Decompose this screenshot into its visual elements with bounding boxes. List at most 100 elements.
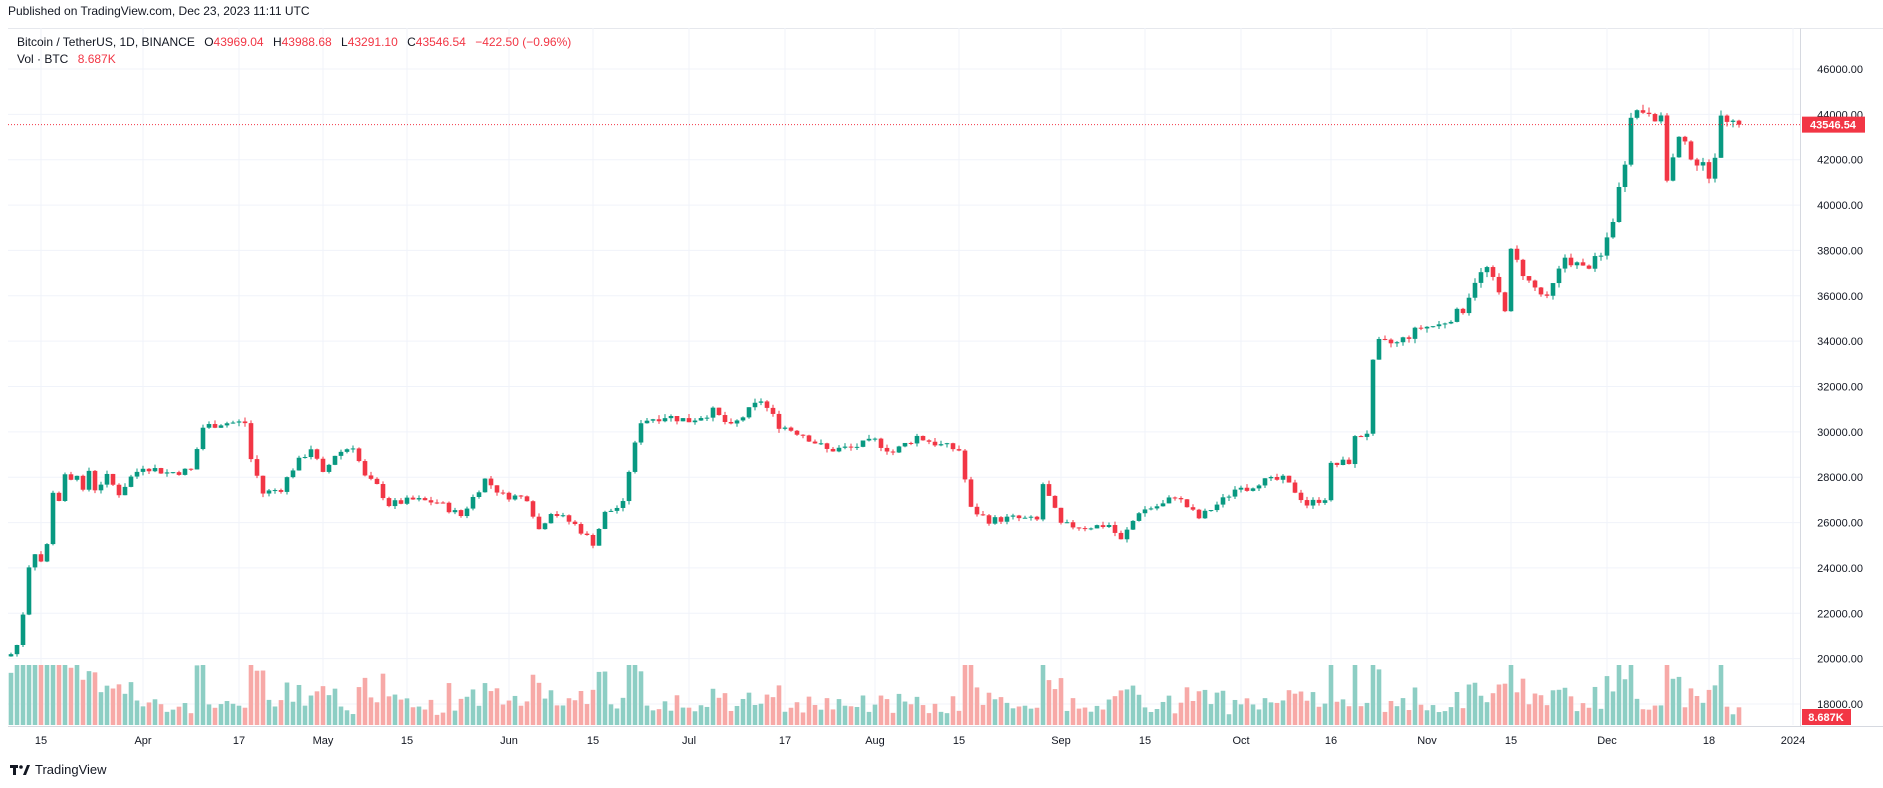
candle-body — [458, 510, 464, 517]
volume-bar — [1328, 665, 1334, 725]
candle-body — [206, 424, 212, 428]
candle-body — [44, 544, 50, 562]
symbol-title[interactable]: Bitcoin / TetherUS, 1D, BINANCE — [17, 35, 195, 49]
volume-bar — [938, 711, 944, 725]
price-axis[interactable] — [1800, 28, 1883, 727]
candle-body — [1622, 164, 1628, 188]
candle-body — [344, 449, 350, 452]
candle-body — [632, 442, 638, 472]
volume-bar — [164, 711, 170, 725]
candle-body — [806, 435, 812, 442]
volume-bar — [206, 704, 212, 725]
volume-bar — [956, 710, 962, 725]
volume-bar — [1424, 710, 1430, 725]
volume-bar — [470, 689, 476, 725]
candle-body — [1574, 262, 1580, 266]
candle-body — [896, 446, 902, 453]
candle-body — [338, 451, 344, 456]
volume-bar — [218, 704, 224, 725]
volume-bar — [896, 693, 902, 725]
candle-body — [1238, 487, 1244, 490]
volume-bar — [1244, 698, 1250, 725]
volume-bar — [266, 699, 272, 725]
candle-body — [1718, 115, 1724, 158]
candle-body — [1298, 492, 1304, 501]
volume-bar — [512, 695, 518, 725]
volume-bar — [452, 710, 458, 725]
volume-bar — [1358, 706, 1364, 725]
volume-bar — [1406, 710, 1412, 725]
volume-bar — [644, 705, 650, 725]
candle-body — [194, 449, 200, 470]
volume-title[interactable]: Vol · BTC — [17, 52, 69, 66]
volume-bar — [1676, 676, 1682, 725]
candle-body — [1430, 326, 1436, 328]
volume-bar — [254, 670, 260, 725]
volume-bar — [734, 705, 740, 725]
volume-bar — [602, 671, 608, 725]
volume-bar — [440, 712, 446, 725]
candle-body — [890, 451, 896, 453]
volume-bar — [854, 706, 860, 725]
volume-bar — [1208, 704, 1214, 725]
x-tick-label: 17 — [779, 735, 791, 747]
candle-body — [668, 416, 674, 419]
volume-bar — [842, 705, 848, 725]
volume-bar — [656, 709, 662, 725]
candle-body — [920, 435, 926, 441]
brand-name: TradingView — [35, 762, 107, 777]
volume-bar — [1166, 695, 1172, 725]
candle-body — [236, 421, 242, 423]
volume-bar — [482, 683, 488, 725]
volume-bar — [74, 665, 80, 725]
volume-bar — [704, 706, 710, 725]
volume-bar — [92, 672, 98, 725]
volume-bar — [1706, 689, 1712, 725]
candle-body — [278, 490, 284, 492]
volume-bar — [176, 706, 182, 725]
candle-body — [620, 501, 626, 508]
candle-body — [1106, 525, 1112, 528]
volume-bar — [554, 705, 560, 725]
y-axis-ticks: 18000.00 20000.00 22000.00 24000.00 26000.00… — [1817, 64, 1863, 711]
volume-bar — [626, 665, 632, 725]
volume-bar — [278, 700, 284, 725]
candle-body — [1688, 141, 1694, 160]
volume-bar — [1226, 714, 1232, 725]
volume-bar — [1364, 702, 1370, 725]
volume-bar — [1034, 707, 1040, 725]
volume-bar — [434, 714, 440, 725]
candle-body — [134, 471, 140, 477]
candle-body — [1118, 532, 1124, 540]
candle-body — [1712, 157, 1718, 179]
candle-body — [968, 479, 974, 507]
candle-body — [140, 468, 146, 472]
volume-bar — [248, 665, 254, 725]
volume-bar — [620, 697, 626, 725]
volume-bar — [950, 696, 956, 725]
volume-bar — [1436, 712, 1442, 725]
candle-body — [20, 614, 26, 645]
candle-body — [728, 421, 734, 424]
candle-body — [998, 517, 1004, 522]
x-tick-label: Jul — [682, 735, 696, 747]
volume-bar — [890, 712, 896, 725]
chart-pane[interactable] — [8, 28, 1800, 727]
volume-bar — [1580, 703, 1586, 725]
volume-bar — [1658, 705, 1664, 725]
footer-brand[interactable]: TradingView — [10, 762, 107, 777]
volume-bar — [518, 705, 524, 725]
volume-bar — [188, 713, 194, 725]
x-tick-label: Aug — [865, 735, 885, 747]
volume-bar — [668, 710, 674, 725]
candle-body — [740, 417, 746, 421]
candle-body — [1124, 529, 1130, 540]
grid-lines — [8, 28, 1800, 725]
candle-body — [1076, 527, 1082, 529]
candle-body — [182, 468, 188, 475]
volume-bar — [1070, 698, 1076, 725]
volume-bar — [26, 665, 32, 725]
volume-bar — [872, 704, 878, 725]
candle-body — [152, 468, 158, 472]
